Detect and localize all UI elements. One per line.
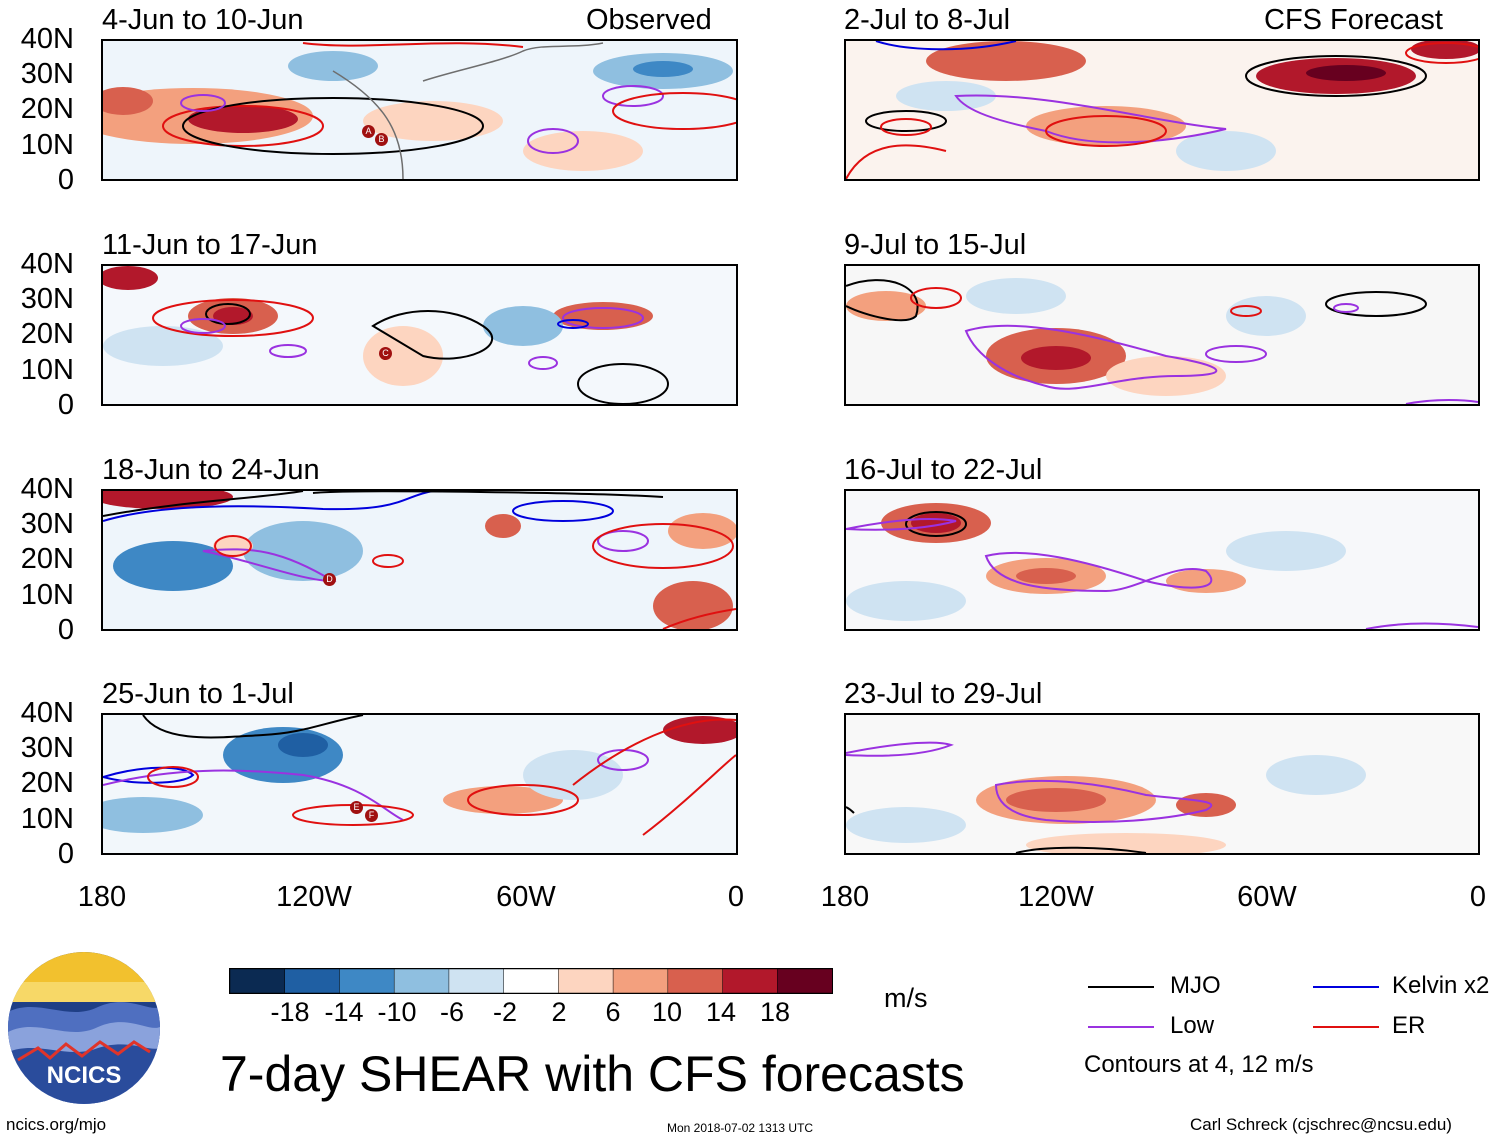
lon-label: 180 xyxy=(77,881,127,913)
lat-label: 10N xyxy=(20,129,74,161)
panel-5-tag: CFS Forecast xyxy=(1264,4,1443,36)
legend-label-mjo: MJO xyxy=(1170,972,1221,999)
colorbar-swatch xyxy=(558,969,614,993)
legend-line-kelvin xyxy=(1313,986,1379,988)
legend-label-low: Low xyxy=(1170,1012,1215,1039)
colorbar-unit: m/s xyxy=(884,983,928,1013)
panel-4-period: 25-Jun to 1-Jul xyxy=(102,678,294,710)
lat-label: 30N xyxy=(20,58,74,90)
lat-label: 40N xyxy=(20,697,74,729)
storm-marker: E xyxy=(350,801,363,814)
panel-2-map: C xyxy=(101,264,738,406)
colorbar-tick-label: -18 xyxy=(270,997,310,1027)
colorbar-swatch xyxy=(230,969,286,993)
panel-2-period: 11-Jun to 17-Jun xyxy=(102,229,318,261)
lat-label: 10N xyxy=(20,579,74,611)
lat-label: 40N xyxy=(20,23,74,55)
lat-label: 30N xyxy=(20,732,74,764)
colorbar xyxy=(229,968,833,994)
lat-label: 20N xyxy=(20,93,74,125)
lat-label: 30N xyxy=(20,508,74,540)
footer-url[interactable]: ncics.org/mjo xyxy=(6,1115,107,1134)
colorbar-tick-label: -14 xyxy=(324,997,364,1027)
legend-line-low xyxy=(1088,1026,1154,1028)
legend-label-kelvin: Kelvin x2 xyxy=(1392,972,1490,999)
colorbar-swatch xyxy=(393,969,450,993)
panel-8-period: 23-Jul to 29-Jul xyxy=(844,678,1043,710)
legend-label-er: ER xyxy=(1392,1012,1426,1039)
storm-marker: D xyxy=(323,573,336,586)
lon-label: 180 xyxy=(820,881,870,913)
lon-label: 120W xyxy=(276,881,352,913)
storm-marker: C xyxy=(379,347,392,360)
lon-label: 0 xyxy=(727,881,745,913)
colorbar-swatch xyxy=(284,969,341,993)
panel-3-map: D xyxy=(101,489,738,631)
legend-line-er xyxy=(1313,1026,1379,1028)
lat-label: 40N xyxy=(20,473,74,505)
colorbar-tick-label: 6 xyxy=(605,997,621,1027)
colorbar-swatch xyxy=(339,969,395,993)
colorbar-swatch xyxy=(777,969,832,993)
storm-marker: A xyxy=(362,125,375,138)
colorbar-tick-label: 2 xyxy=(551,997,567,1027)
ncics-logo: NCICS xyxy=(8,952,160,1104)
lat-label: 0 xyxy=(57,838,74,870)
panel-1-tag: Observed xyxy=(586,4,712,36)
colorbar-tick-label: -2 xyxy=(492,997,517,1027)
lat-label: 20N xyxy=(20,543,74,575)
panel-5-period: 2-Jul to 8-Jul xyxy=(844,4,1011,36)
colorbar-tick-label: 10 xyxy=(651,997,683,1027)
colorbar-swatch xyxy=(722,969,779,993)
lat-label: 0 xyxy=(57,389,74,421)
lon-label: 120W xyxy=(1018,881,1094,913)
figure-title: 7-day SHEAR with CFS forecasts xyxy=(220,1046,965,1102)
lat-label: 20N xyxy=(20,767,74,799)
legend-line-mjo xyxy=(1088,986,1154,988)
footer-author: Carl Schreck (cjschrec@ncsu.edu) xyxy=(1190,1115,1452,1134)
logo-text: NCICS xyxy=(46,1062,122,1089)
panel-1-map: A B xyxy=(101,39,738,181)
panel-3-period: 18-Jun to 24-Jun xyxy=(102,454,320,486)
lat-label: 0 xyxy=(57,164,74,196)
storm-marker: B xyxy=(375,133,388,146)
lon-label: 60W xyxy=(496,881,556,913)
panel-7-map xyxy=(844,489,1480,631)
panel-4-map: E F xyxy=(101,713,738,855)
lat-label: 40N xyxy=(20,248,74,280)
legend-note: Contours at 4, 12 m/s xyxy=(1084,1051,1314,1078)
colorbar-tick-label: -10 xyxy=(377,997,417,1027)
panel-5-map xyxy=(844,39,1480,181)
footer-timestamp: Mon 2018-07-02 1313 UTC xyxy=(667,1121,814,1135)
colorbar-tick-label: 18 xyxy=(759,997,791,1027)
colorbar-swatch xyxy=(503,969,560,993)
storm-marker: F xyxy=(365,809,378,822)
panel-1-period: 4-Jun to 10-Jun xyxy=(102,4,304,36)
lat-label: 20N xyxy=(20,318,74,350)
lat-label: 10N xyxy=(20,803,74,835)
lat-label: 10N xyxy=(20,354,74,386)
panel-6-map xyxy=(844,264,1480,406)
panel-8-map xyxy=(844,713,1480,855)
colorbar-swatch xyxy=(448,969,505,993)
colorbar-tick-label: 14 xyxy=(705,997,737,1027)
panel-7-period: 16-Jul to 22-Jul xyxy=(844,454,1043,486)
lon-label: 60W xyxy=(1237,881,1297,913)
panel-6-period: 9-Jul to 15-Jul xyxy=(844,229,1027,261)
colorbar-swatch xyxy=(667,969,724,993)
lat-label: 0 xyxy=(57,614,74,646)
colorbar-swatch xyxy=(612,969,669,993)
colorbar-tick-label: -6 xyxy=(439,997,464,1027)
lat-label: 30N xyxy=(20,283,74,315)
lon-label: 0 xyxy=(1469,881,1487,913)
